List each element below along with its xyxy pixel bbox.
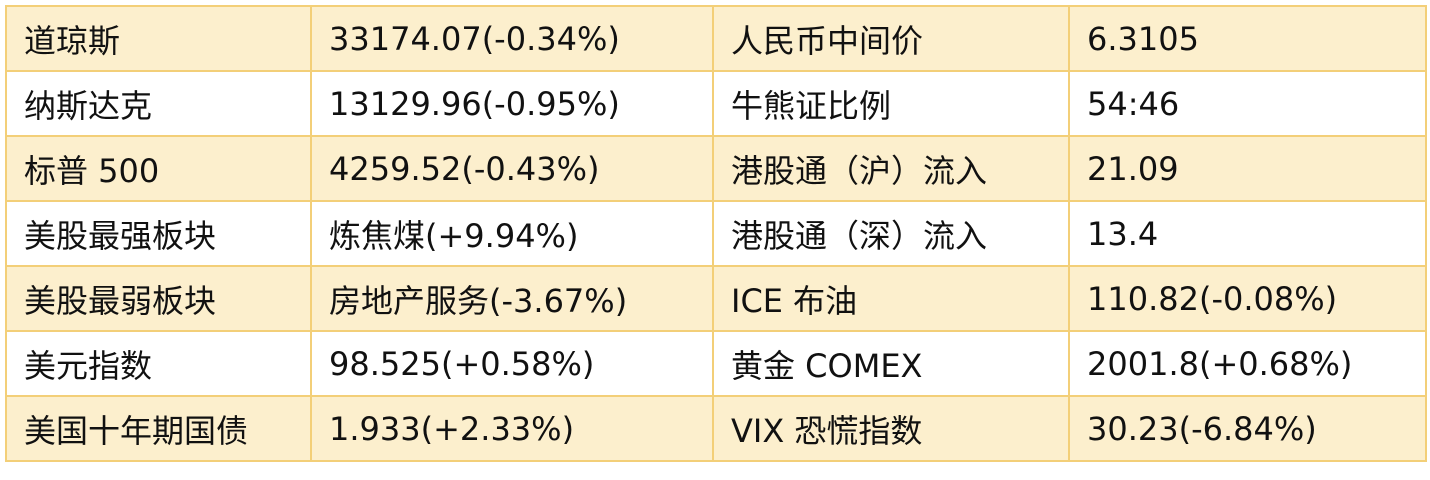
label-cell: 美股最弱板块	[5, 265, 312, 332]
value-cell: 21.09	[1068, 135, 1427, 202]
label-cell: 港股通（深）流入	[712, 200, 1070, 267]
label-cell: 纳斯达克	[5, 70, 312, 137]
value-cell: 4259.52(-0.43%)	[310, 135, 714, 202]
value-cell: 房地产服务(-3.67%)	[310, 265, 714, 332]
value-cell: 33174.07(-0.34%)	[310, 5, 714, 72]
value-cell: 54:46	[1068, 70, 1427, 137]
table-body: 道琼斯 33174.07(-0.34%) 人民币中间价 6.3105 纳斯达克 13129…	[5, 5, 1427, 462]
label-cell: 标普 500	[5, 135, 312, 202]
label-cell: ICE 布油	[712, 265, 1070, 332]
table-row: 纳斯达克 13129.96(-0.95%) 牛熊证比例 54:46	[5, 70, 1427, 137]
table-row: 美股最弱板块 房地产服务(-3.67%) ICE 布油 110.82(-0.08%)	[5, 265, 1427, 332]
value-cell: 1.933(+2.33%)	[310, 395, 714, 462]
label-cell: 美国十年期国债	[5, 395, 312, 462]
label-cell: 美元指数	[5, 330, 312, 397]
label-cell: 美股最强板块	[5, 200, 312, 267]
label-cell: VIX 恐慌指数	[712, 395, 1070, 462]
value-cell: 13129.96(-0.95%)	[310, 70, 714, 137]
label-cell: 港股通（沪）流入	[712, 135, 1070, 202]
table-row: 标普 500 4259.52(-0.43%) 港股通（沪）流入 21.09	[5, 135, 1427, 202]
value-cell: 6.3105	[1068, 5, 1427, 72]
value-cell: 98.525(+0.58%)	[310, 330, 714, 397]
table-row: 美元指数 98.525(+0.58%) 黄金 COMEX 2001.8(+0.68%)	[5, 330, 1427, 397]
value-cell: 13.4	[1068, 200, 1427, 267]
value-cell: 110.82(-0.08%)	[1068, 265, 1427, 332]
label-cell: 人民币中间价	[712, 5, 1070, 72]
market-table: 道琼斯 33174.07(-0.34%) 人民币中间价 6.3105 纳斯达克 13129…	[5, 5, 1427, 462]
value-cell: 30.23(-6.84%)	[1068, 395, 1427, 462]
value-cell: 2001.8(+0.68%)	[1068, 330, 1427, 397]
label-cell: 道琼斯	[5, 5, 312, 72]
value-cell: 炼焦煤(+9.94%)	[310, 200, 714, 267]
table-row: 美国十年期国债 1.933(+2.33%) VIX 恐慌指数 30.23(-6.84%…	[5, 395, 1427, 462]
table-row: 美股最强板块 炼焦煤(+9.94%) 港股通（深）流入 13.4	[5, 200, 1427, 267]
table-row: 道琼斯 33174.07(-0.34%) 人民币中间价 6.3105	[5, 5, 1427, 72]
label-cell: 黄金 COMEX	[712, 330, 1070, 397]
label-cell: 牛熊证比例	[712, 70, 1070, 137]
